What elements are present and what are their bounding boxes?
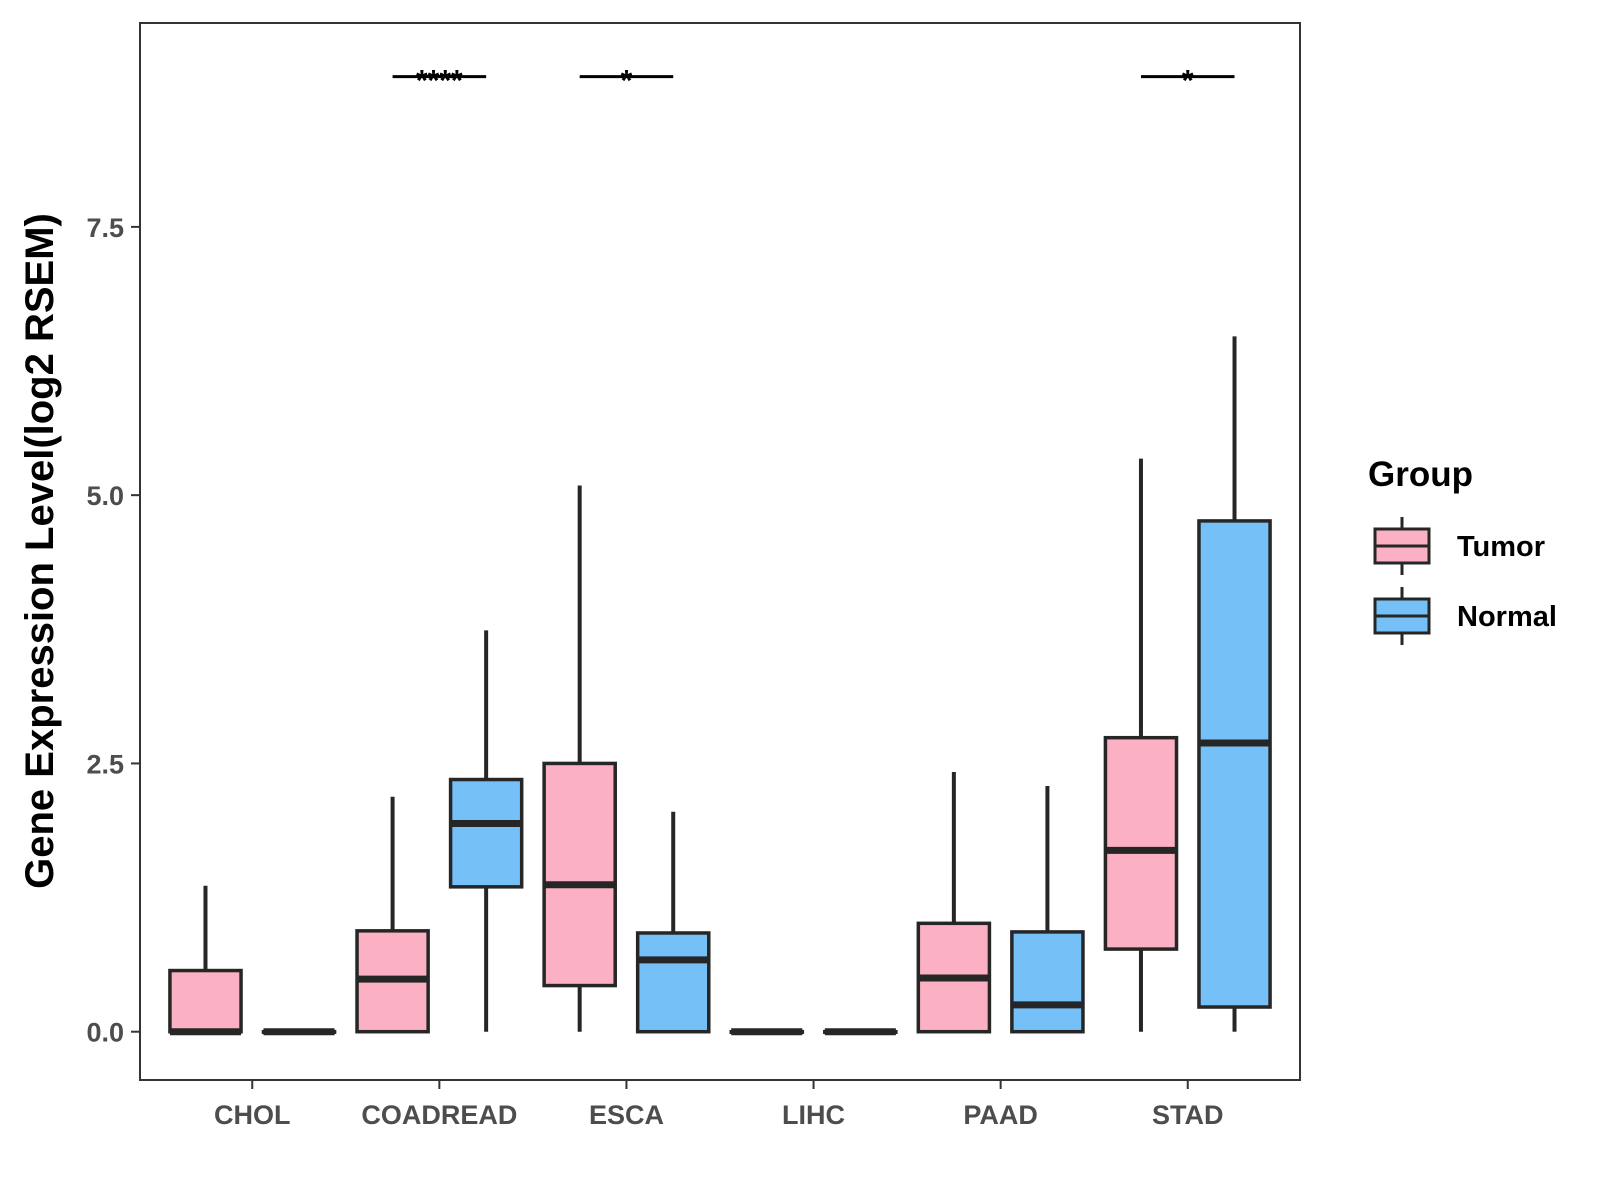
box-normal-paad [1010, 785, 1085, 1034]
legend-label: Tumor [1457, 531, 1545, 563]
legend-label: Normal [1457, 601, 1557, 633]
significance-esca: * [579, 65, 674, 98]
significance-coadread: **** [392, 65, 487, 98]
legend-entry-normal: Normal [1373, 587, 1557, 645]
x-tick-label: CHOL [214, 1100, 291, 1130]
y-tick-label: 2.5 [86, 749, 124, 779]
box-normal-stad [1197, 336, 1272, 1032]
significance-label: **** [416, 65, 463, 98]
y-tick-label: 5.0 [86, 481, 124, 511]
box-normal-chol [261, 1028, 337, 1036]
box-body [635, 931, 711, 1034]
y-axis: 0.0 2.5 5.0 7.5 [86, 213, 140, 1048]
x-tick-label: PAAD [963, 1100, 1038, 1130]
box-normal-coadread [448, 630, 524, 1032]
x-tick-label: STAD [1152, 1100, 1224, 1130]
y-tick-label: 0.0 [86, 1018, 124, 1048]
box-tumor-coadread [355, 796, 430, 1034]
x-tick-label: LIHC [782, 1100, 845, 1130]
box-body [1010, 930, 1085, 1034]
plot-marks: **** * * [168, 65, 1272, 1036]
box-normal-lihc [823, 1028, 898, 1036]
box-body [542, 761, 617, 988]
significance-label: * [1182, 65, 1194, 98]
x-tick-label: ESCA [589, 1100, 664, 1130]
significance-label: * [621, 65, 633, 98]
x-axis: CHOL COADREAD ESCA LIHC PAAD STAD [214, 1080, 1223, 1130]
x-tick-label: COADREAD [361, 1100, 517, 1130]
box-tumor-stad [1103, 458, 1179, 1032]
y-tick-label: 7.5 [86, 213, 124, 243]
box-body [168, 968, 243, 1034]
box-tumor-chol [168, 885, 243, 1036]
legend: Group Tumor Normal [1368, 455, 1557, 645]
legend-title: Group [1368, 455, 1473, 494]
significance-stad: * [1140, 65, 1235, 98]
box-tumor-lihc [729, 1028, 805, 1036]
legend-entry-tumor: Tumor [1373, 517, 1545, 575]
box-body [1103, 735, 1179, 951]
box-normal-esca [635, 811, 711, 1034]
box-tumor-paad [916, 772, 992, 1034]
box-body [1197, 519, 1272, 1009]
plot-panel-border [139, 22, 1301, 1081]
y-axis-title: Gene Expression Level(log2 RSEM) [18, 213, 62, 889]
box-tumor-esca [542, 485, 617, 1032]
box-body [448, 777, 524, 889]
